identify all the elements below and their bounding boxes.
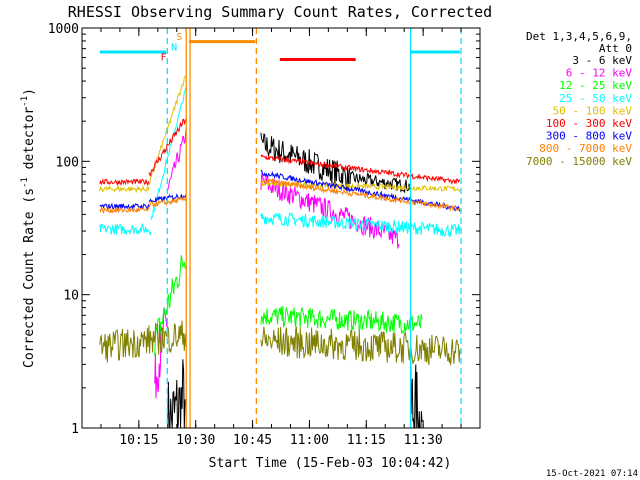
flag-label-f: F (160, 53, 166, 64)
series-segment-1-2 (260, 173, 400, 249)
x-tick-label: 10:30 (176, 433, 215, 448)
legend-entry: 50 - 100 keV (553, 104, 633, 117)
series-25-50-kev (99, 87, 461, 239)
legend-entry: 6 - 12 keV (566, 67, 633, 80)
legend-entry: 3 - 6 keV (572, 54, 632, 67)
y-tick-label: 10 (63, 289, 79, 304)
series-segment-7-0 (99, 206, 150, 214)
legend-entry: 7000 - 15000 keV (526, 155, 632, 168)
series-segment-8-1 (260, 326, 461, 366)
series-segment-3-2 (260, 211, 461, 239)
legend-entry: 25 - 50 keV (559, 92, 632, 105)
legend-header-line: Det 1,3,4,5,6,9, (526, 30, 632, 43)
plot-frame (81, 27, 481, 429)
series-segment-5-1 (148, 118, 187, 177)
legend-entry: 800 - 7000 keV (539, 142, 632, 155)
flag-label-n: N (171, 42, 177, 53)
x-tick-label: 11:15 (347, 433, 386, 448)
series-segment-2-1 (260, 305, 423, 334)
series-segment-6-2 (260, 169, 461, 212)
chart-title: RHESSI Observing Summary Count Rates, Co… (68, 3, 492, 21)
y-tick-label: 1000 (48, 22, 79, 37)
x-tick-label: 11:00 (290, 433, 329, 448)
footer-timestamp: 15-Oct-2021 07:14 (546, 469, 638, 479)
series-7000-15000-kev (99, 320, 461, 366)
series-segment-8-0 (99, 320, 187, 363)
series-segment-4-1 (148, 75, 187, 186)
legend-entry: 300 - 800 keV (546, 130, 632, 143)
series-segment-3-1 (150, 87, 187, 220)
legend-entry: 12 - 25 keV (559, 79, 632, 92)
series-3-6-kev (167, 132, 423, 429)
series-segment-1-0 (154, 307, 168, 399)
y-tick-label: 1 (71, 422, 79, 437)
y-tick-label: 100 (56, 155, 79, 170)
vertical-markers (166, 28, 462, 428)
series-segment-5-2 (260, 154, 461, 185)
series-segment-0-1 (260, 132, 351, 190)
flag-label-s: S (176, 32, 182, 43)
data-series (99, 75, 461, 429)
axis-ticks: 1 10 100 1000 10:15 10:30 10:45 11:00 11:15 11:30 (48, 22, 480, 448)
series-segment-4-0 (99, 184, 150, 194)
y-axis-label: Corrected Count Rate (s-1 detector-1) (20, 88, 37, 368)
series-segment-3-0 (99, 222, 152, 236)
series-segment-1-1 (166, 129, 187, 192)
series-segment-0-3 (410, 351, 423, 429)
series-segment-0-0 (167, 359, 186, 429)
legend-entry: 100 - 300 keV (546, 117, 632, 130)
x-tick-label: 10:45 (233, 433, 272, 448)
legend-header-line: Att 0 (599, 42, 632, 55)
flag-indicators: FSN (99, 32, 460, 64)
x-axis-label: Start Time (15-Feb-03 10:04:42) (209, 456, 452, 471)
series-segment-5-0 (99, 178, 150, 187)
x-tick-label: 10:15 (119, 433, 158, 448)
series-100-300-kev (99, 118, 461, 187)
series-segment-7-2 (260, 177, 461, 212)
x-tick-label: 11:30 (404, 433, 443, 448)
